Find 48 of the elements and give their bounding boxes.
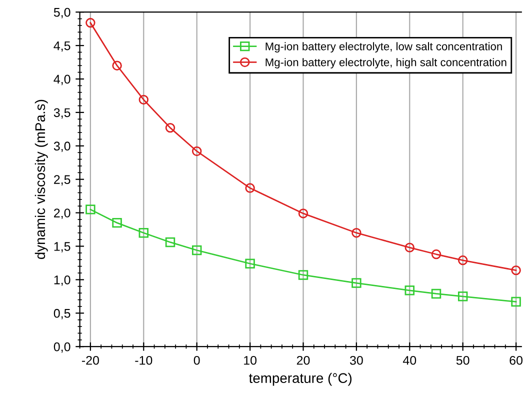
point [165, 122, 176, 133]
point [192, 146, 202, 156]
y-tick-label: 5,0 [54, 8, 70, 18]
x-axis-title: temperature (°C) [249, 372, 352, 386]
y-tick-label: 1,0 [54, 275, 70, 286]
x-tick-label: -20 [82, 356, 99, 365]
y-tick-label: 1,5 [54, 242, 70, 252]
point [352, 278, 362, 288]
point [138, 94, 148, 105]
y-tick-label: 4,5 [54, 41, 70, 52]
x-tick-label: 60 [510, 356, 523, 365]
y-tick-label: 3,5 [54, 108, 70, 119]
x-tick-label: 30 [350, 356, 363, 365]
point [404, 242, 414, 252]
point [458, 292, 468, 302]
point [511, 296, 521, 307]
legend-label: Mg-ion battery electrolyte, low salt concentration [266, 42, 502, 53]
point [352, 228, 362, 238]
y-tick-label: 3,0 [54, 142, 70, 152]
point [298, 208, 308, 218]
y-axis-title: dynamic viscosity (mPa.s) [34, 100, 48, 260]
x-tick-label: 10 [244, 356, 257, 365]
point [431, 288, 442, 299]
legend-label: Mg-ion battery electrolyte, high salt concentration [266, 58, 506, 68]
point [86, 204, 96, 214]
x-tick-label: -10 [135, 356, 152, 365]
y-tick-label: 2,5 [54, 175, 70, 186]
x-tick-label: 40 [402, 356, 416, 365]
y-tick-label: 0,0 [54, 342, 70, 353]
point [112, 60, 122, 70]
point [511, 265, 521, 276]
x-tick-label: 50 [456, 356, 470, 365]
point [138, 228, 148, 238]
point [404, 286, 414, 296]
point [245, 183, 255, 193]
point [192, 245, 202, 256]
y-tick-label: 2,0 [54, 208, 70, 219]
x-tick-label: 0 [194, 356, 200, 365]
point [458, 255, 468, 266]
point [245, 258, 255, 268]
y-tick-label: 4,0 [54, 74, 70, 86]
point [431, 249, 442, 260]
x-tick-label: 20 [296, 356, 310, 365]
point [165, 237, 176, 248]
point [86, 18, 96, 28]
y-tick-label: 0,5 [54, 308, 70, 320]
point [298, 270, 308, 280]
point [112, 218, 122, 228]
